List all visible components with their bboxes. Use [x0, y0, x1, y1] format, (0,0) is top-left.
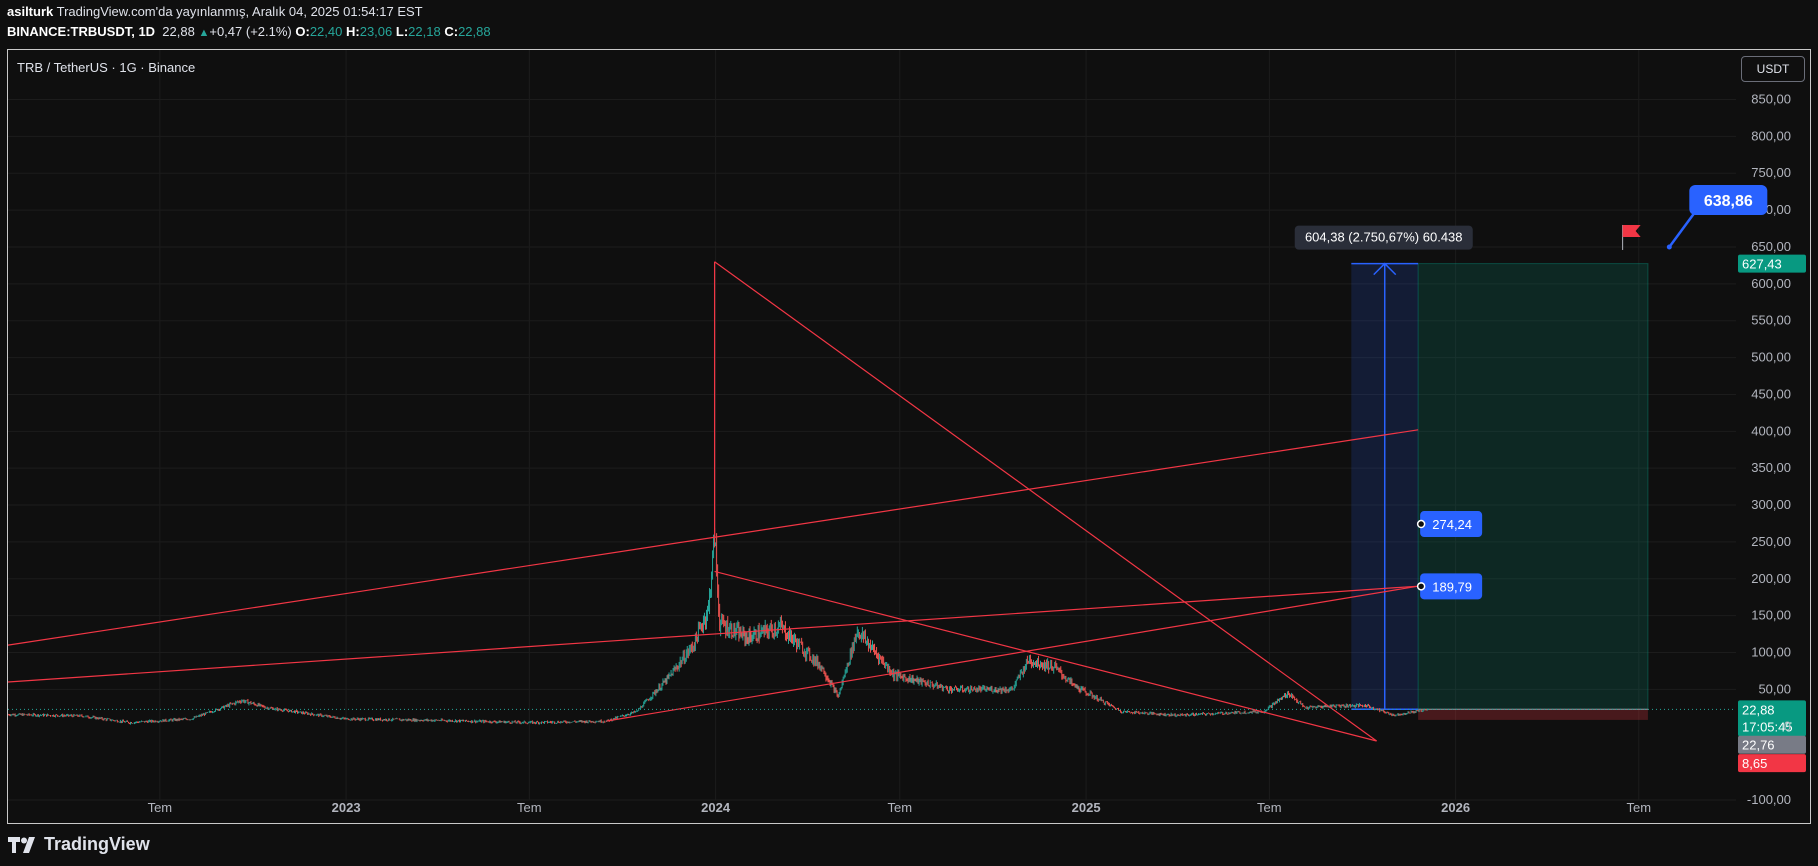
- drawing-line: [714, 261, 1377, 742]
- callout-anchor: [1416, 582, 1426, 591]
- stop-price-label: 8,65: [1742, 756, 1767, 771]
- callout-anchor: [1666, 244, 1672, 250]
- x-tick-label: 2026: [1441, 800, 1470, 815]
- y-tick-label: 200,00: [1751, 571, 1791, 586]
- triangle-up-icon: ▲: [198, 27, 210, 39]
- chart-frame: [7, 49, 1811, 824]
- measure-label-box: [1294, 225, 1473, 250]
- currency-button[interactable]: USDT: [1741, 56, 1805, 82]
- tradingview-logo[interactable]: TradingView: [8, 834, 150, 855]
- x-tick-label: 2023: [332, 800, 361, 815]
- close-label: C:: [444, 24, 459, 39]
- callout-box: [1420, 511, 1483, 538]
- y-tick-label: 150,00: [1751, 608, 1791, 623]
- y-tick-label: 300,00: [1751, 497, 1791, 512]
- last-price: 22,88: [162, 24, 195, 39]
- low-value: 22,18: [408, 24, 441, 39]
- measure-arrow-head: [1373, 262, 1397, 276]
- y-tick-label: 550,00: [1751, 313, 1791, 328]
- y-tick-label: 400,00: [1751, 423, 1791, 438]
- last-price-label-box: [1738, 700, 1806, 737]
- measure-label: 604,38 (2.750,67%) 60.438: [1305, 230, 1463, 245]
- x-tick-label: Tem: [1627, 800, 1652, 815]
- callout-label: 189,79: [1432, 579, 1472, 594]
- gray-price-label: 22,76: [1742, 738, 1775, 753]
- y-tick-label: 350,00: [1751, 460, 1791, 475]
- ohlc-line: BINANCE:TRBUSDT, 1D 22,88 ▲+0,47 (+2.1%)…: [7, 24, 491, 39]
- author-name[interactable]: asilturk: [7, 4, 54, 19]
- high-value: 23,06: [359, 24, 393, 39]
- callout-box: [1689, 184, 1768, 215]
- tradingview-icon: [8, 836, 35, 853]
- countdown-label: 17:05:45: [1742, 719, 1793, 734]
- chart-title: TRB / TetherUS · 1G · Binance: [17, 60, 196, 75]
- symbol-label: BINANCE:TRBUSDT, 1D: [7, 24, 156, 39]
- drawing-line: [714, 570, 1377, 742]
- close-value: 22,88: [458, 24, 491, 39]
- position-target-zone: [1417, 263, 1649, 710]
- flag-icon: [1622, 224, 1641, 237]
- y-tick-label: 250,00: [1751, 534, 1791, 549]
- last-price-label: 22,88: [1742, 702, 1775, 717]
- x-tick-label: Tem: [1257, 800, 1282, 815]
- brand-name: TradingView: [44, 834, 150, 854]
- publish-info: TradingView.com'da yayınlanmış, Aralık 0…: [56, 4, 423, 19]
- change-value: +0,47 (+2.1%): [209, 24, 292, 39]
- y-tick-label: 50,00: [1758, 681, 1791, 696]
- target-price-label: 627,43: [1742, 257, 1782, 272]
- x-tick-label: 2024: [701, 800, 731, 815]
- callout-box: [1420, 573, 1483, 600]
- gray-price-label-box: [1738, 735, 1806, 754]
- position-stop-zone: [1418, 709, 1648, 720]
- open-label: O:: [295, 24, 310, 39]
- callout-label: 638,86: [1704, 193, 1753, 210]
- y-tick-label: 750,00: [1751, 165, 1791, 180]
- x-tick-label: Tem: [517, 800, 542, 815]
- high-label: H:: [346, 24, 360, 39]
- y-tick-label: 850,00: [1751, 91, 1791, 106]
- y-tick-label: 500,00: [1751, 350, 1791, 365]
- callout-anchor: [1416, 519, 1426, 529]
- y-tick-label: 600,00: [1751, 276, 1791, 291]
- low-label: L:: [395, 24, 409, 39]
- y-tick-label: 100,00: [1751, 645, 1791, 660]
- open-value: 22,40: [309, 24, 343, 39]
- x-tick-label: 2025: [1072, 800, 1101, 815]
- stop-price-label-box: [1738, 754, 1806, 773]
- publish-line: asilturk TradingView.com'da yayınlanmış,…: [7, 4, 423, 19]
- drawing-line: [7, 429, 1419, 646]
- y-tick-label: -100,00: [1747, 792, 1791, 807]
- drawing-line: [606, 585, 1419, 722]
- zero-tick-label: 0: [1784, 718, 1791, 733]
- target-price-label-box: [1738, 254, 1806, 273]
- x-tick-label: Tem: [148, 800, 173, 815]
- y-tick-label: 450,00: [1751, 386, 1791, 401]
- callout-pointer: [1668, 208, 1699, 248]
- y-tick-label: 800,00: [1751, 128, 1791, 143]
- x-tick-label: Tem: [888, 800, 913, 815]
- y-tick-label: 650,00: [1751, 239, 1791, 254]
- callout-label: 274,24: [1432, 517, 1472, 532]
- drawing-line: [7, 585, 1419, 683]
